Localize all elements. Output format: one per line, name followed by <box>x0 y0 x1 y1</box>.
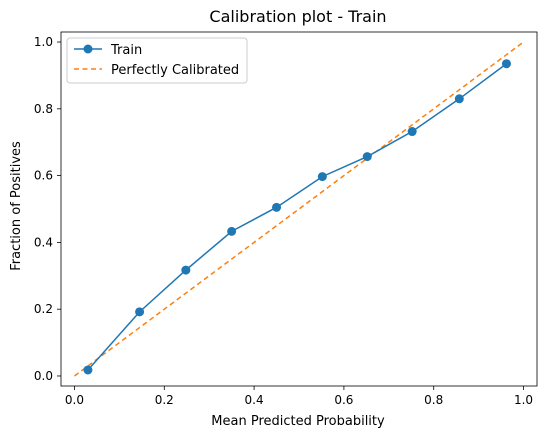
train-point <box>181 265 191 275</box>
train-line <box>87 63 507 371</box>
legend: Train Perfectly Calibrated <box>66 37 248 84</box>
x-tick-label: 0.8 <box>424 393 443 407</box>
x-tick-label: 0.6 <box>334 393 353 407</box>
x-tick-label: 1.0 <box>514 393 533 407</box>
y-tick-label: 0.6 <box>34 169 53 183</box>
y-tick-label: 0.8 <box>34 102 53 116</box>
x-axis-label: Mean Predicted Probability <box>211 414 385 429</box>
train-point <box>407 127 417 137</box>
x-tick-label: 0.0 <box>65 393 84 407</box>
y-tick-label: 1.0 <box>34 35 53 49</box>
chart-title: Calibration plot - Train <box>209 7 386 26</box>
x-tick-label: 0.2 <box>155 393 174 407</box>
train-point <box>362 152 372 162</box>
train-point <box>454 94 464 104</box>
train-point <box>83 365 93 375</box>
y-axis-ticks: 0.0 0.2 0.4 0.6 0.8 1.0 <box>34 35 61 383</box>
train-point <box>227 226 237 236</box>
legend-train-label: Train <box>110 43 142 58</box>
y-tick-label: 0.4 <box>34 235 53 249</box>
train-point <box>501 59 511 69</box>
series-layer <box>74 41 524 377</box>
y-tick-label: 0.2 <box>34 302 53 316</box>
train-point <box>135 307 145 317</box>
x-axis-ticks: 0.0 0.2 0.4 0.6 0.8 1.0 <box>65 386 533 407</box>
legend-train-marker <box>83 44 93 54</box>
legend-calibrated-label: Perfectly Calibrated <box>111 63 239 78</box>
y-tick-label: 0.0 <box>34 369 53 383</box>
y-axis-label: Fraction of Positives <box>9 141 24 271</box>
train-point <box>317 172 327 182</box>
legend-box <box>66 37 248 84</box>
x-tick-label: 0.4 <box>245 393 264 407</box>
train-point <box>272 202 282 212</box>
